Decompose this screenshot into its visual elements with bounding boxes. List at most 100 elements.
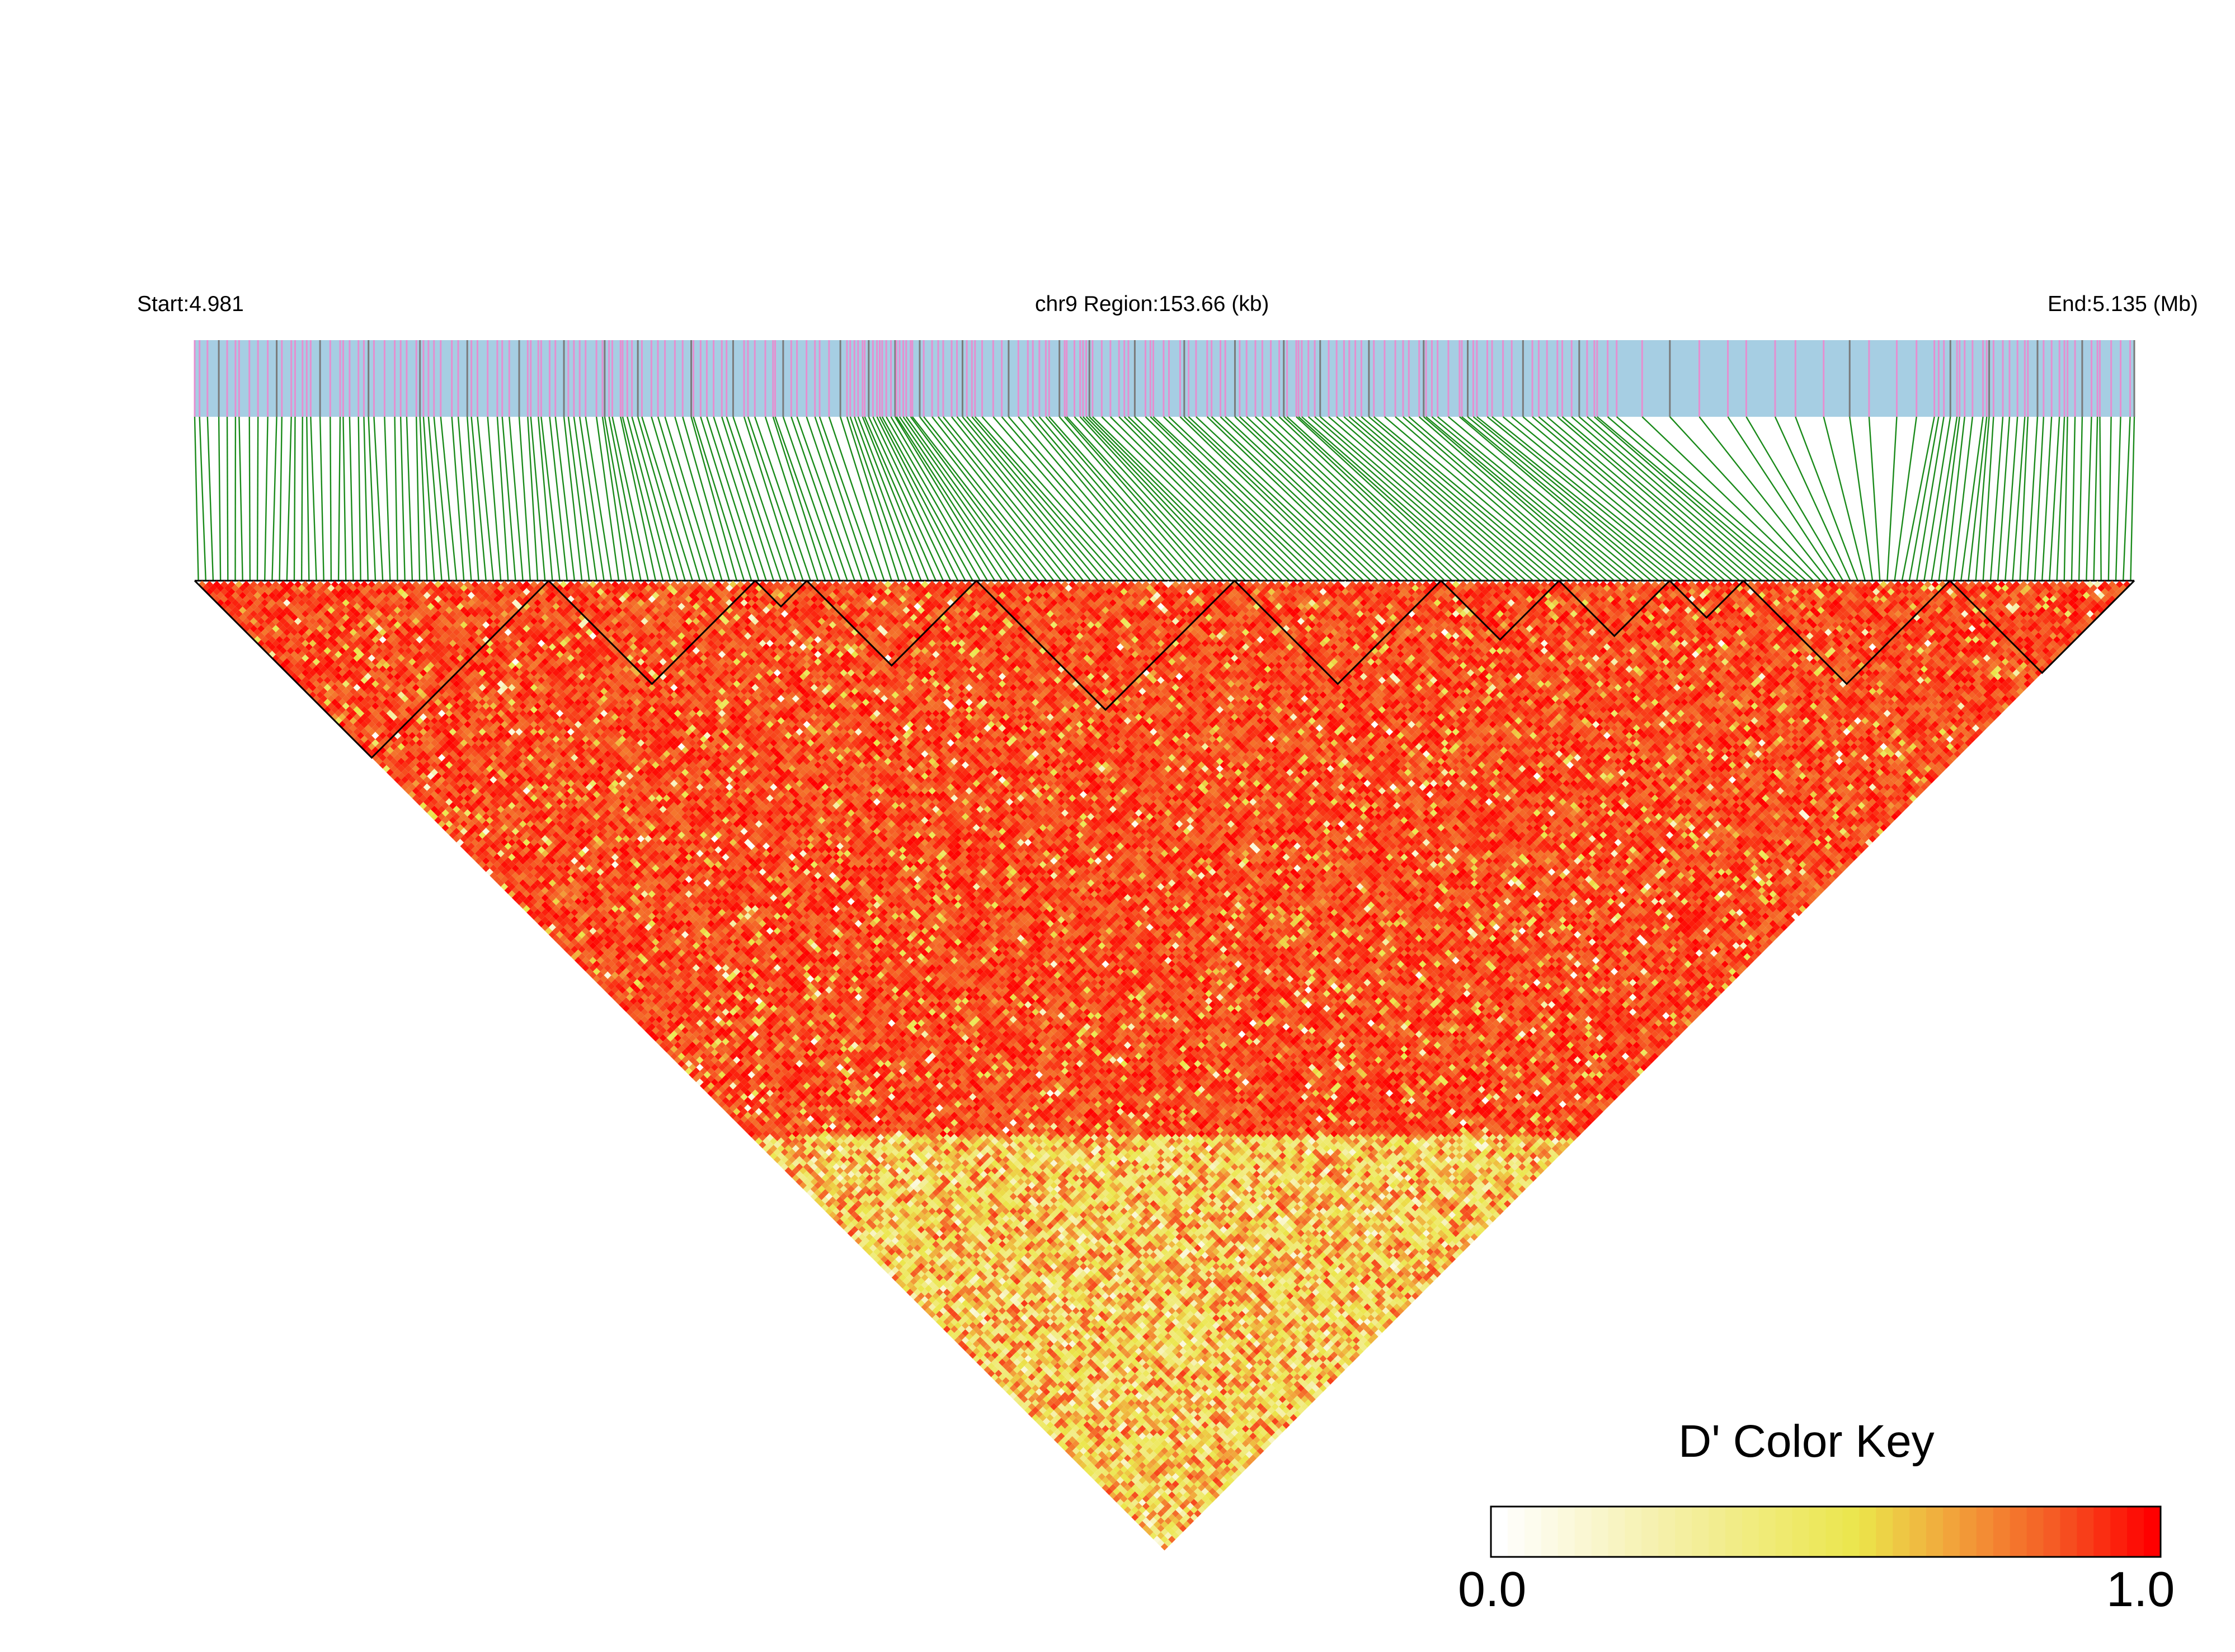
snp-connector (880, 417, 966, 581)
snp-connector (2012, 417, 2025, 581)
snp-connector (1961, 417, 1983, 581)
snp-connector (744, 417, 796, 581)
snp-connector (424, 417, 435, 581)
snp-connector (1207, 417, 1378, 581)
snp-connector (350, 417, 354, 581)
snp-connector (1169, 417, 1341, 581)
snp-connector (2079, 417, 2082, 581)
snp-connector (775, 417, 833, 581)
snp-connector (502, 417, 516, 581)
snp-connector (1670, 417, 1821, 581)
snp-connector (195, 417, 199, 581)
snp-connector (343, 417, 346, 581)
snp-connector (1212, 417, 1386, 581)
snp-connector (239, 417, 242, 581)
snp-connector (302, 417, 303, 581)
snp-connector (374, 417, 383, 581)
snp-connector (1728, 417, 1836, 581)
snp-connector (265, 417, 267, 581)
snp-connector (2123, 417, 2130, 581)
snp-connector (257, 417, 258, 581)
snp-track-background (195, 340, 2134, 417)
snp-connector (310, 417, 316, 581)
ld-heatmap-triangle (199, 581, 2131, 1551)
snp-connector (574, 417, 597, 581)
snp-connector (638, 417, 685, 581)
snp-connector (904, 417, 1017, 581)
snp-connector (401, 417, 405, 581)
snp-connector (200, 417, 206, 581)
snp-connector (733, 417, 788, 581)
snp-connector (294, 417, 295, 581)
snp-connector (227, 417, 228, 581)
snp-connector (280, 417, 282, 581)
snp-connector (748, 417, 803, 581)
snp-connector (407, 417, 412, 581)
snp-connector (895, 417, 995, 581)
snp-connector (1128, 417, 1297, 581)
snp-connector (1869, 417, 1880, 581)
snp-connector (219, 417, 220, 581)
snp-connector (632, 417, 678, 581)
snp-connector (1102, 417, 1268, 581)
snp-connector (2086, 417, 2091, 581)
snp-connector (1795, 417, 1857, 581)
snp-connector (1220, 417, 1393, 581)
snp-connector (1492, 417, 1696, 581)
snp-connector (1850, 417, 1872, 581)
snp-position-track (195, 340, 2134, 417)
snp-connector (1746, 417, 1843, 581)
snp-connector (943, 417, 1076, 581)
snp-connector (384, 417, 390, 581)
snp-connector (1235, 417, 1408, 581)
snp-connector (2100, 417, 2101, 581)
snp-connector (434, 417, 449, 581)
snp-connector (2116, 417, 2120, 581)
snp-connector (1998, 417, 2010, 581)
snp-connector (967, 417, 1105, 581)
snp-connector (2130, 417, 2134, 581)
snp-connector (320, 417, 324, 581)
snp-connector (1385, 417, 1578, 581)
snp-connector (1642, 417, 1813, 581)
snp-connector-lines (195, 417, 2134, 581)
snp-connector (620, 417, 656, 581)
snp-connector (2093, 417, 2097, 581)
snp-connector (287, 417, 291, 581)
snp-connector (797, 417, 855, 581)
snp-connector (1164, 417, 1334, 581)
snp-connector (359, 417, 361, 581)
snp-connector (1426, 417, 1622, 581)
snp-connector (338, 417, 340, 581)
snp-connector (1917, 417, 1944, 581)
snp-connector (416, 417, 420, 581)
snp-connector (850, 417, 906, 581)
snp-connector (364, 417, 368, 581)
snp-connector (420, 417, 427, 581)
snp-connector (395, 417, 398, 581)
snp-connector (1579, 417, 1770, 581)
snp-connector (1931, 417, 1957, 581)
snp-connector (693, 417, 744, 581)
snp-connector (307, 417, 309, 581)
snp-connector (2072, 417, 2075, 581)
snp-connector (477, 417, 493, 581)
snp-connector (369, 417, 375, 581)
snp-connector (208, 417, 213, 581)
snp-connector (1320, 417, 1511, 581)
snp-connector (2064, 417, 2068, 581)
snp-connector (2042, 417, 2052, 581)
snp-connector (1902, 417, 1935, 581)
snp-connector (924, 417, 1054, 581)
snp-connector (815, 417, 870, 581)
snp-connector (272, 417, 276, 581)
snp-connector (1887, 417, 1897, 581)
snp-connector (1597, 417, 1791, 581)
snp-connector (1824, 417, 1865, 581)
snp-connector (807, 417, 862, 581)
snp-connector (1924, 417, 1950, 581)
snp-connector (1775, 417, 1851, 581)
snp-connector (1111, 417, 1275, 581)
snp-connector (330, 417, 331, 581)
